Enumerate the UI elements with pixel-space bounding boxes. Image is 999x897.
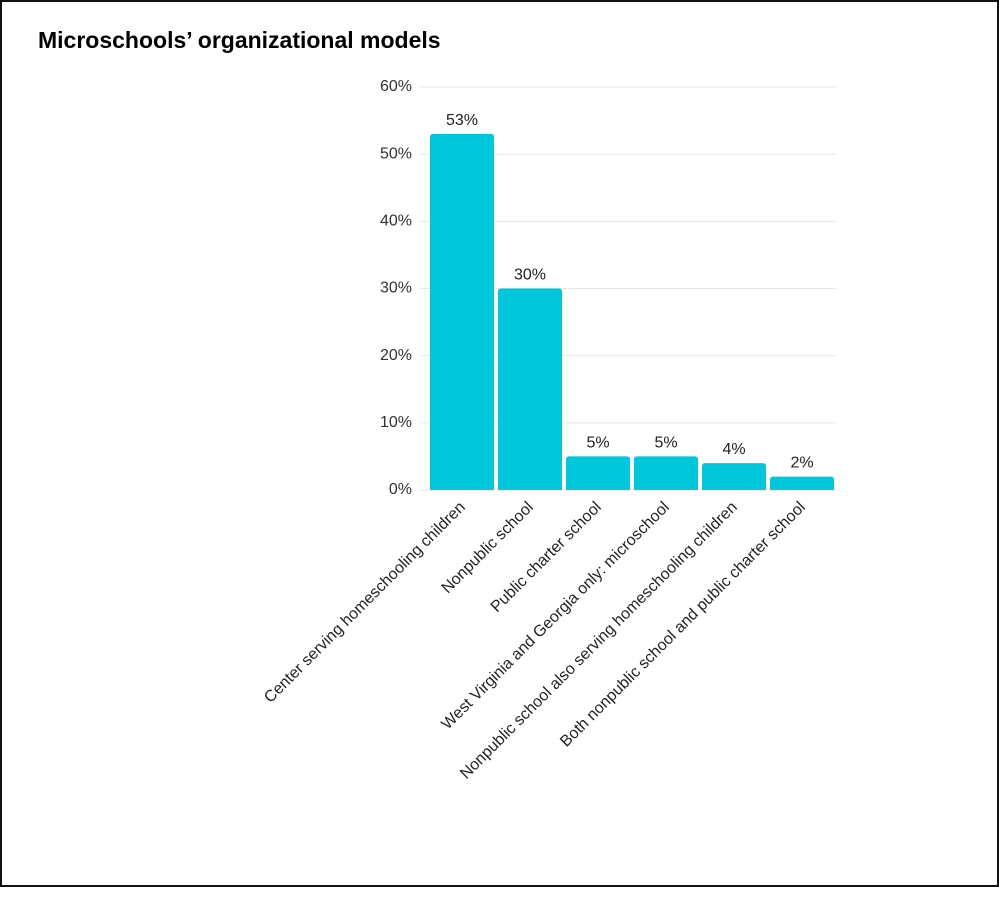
value-label: 30%	[514, 267, 546, 284]
y-tick-label: 40%	[380, 213, 412, 230]
bar	[498, 288, 562, 490]
bar	[702, 463, 766, 490]
value-label: 5%	[586, 434, 609, 451]
value-label: 4%	[722, 441, 745, 458]
y-tick-label: 0%	[389, 481, 412, 498]
y-tick-label: 20%	[380, 347, 412, 364]
value-label: 53%	[446, 112, 478, 129]
value-label: 5%	[654, 434, 677, 451]
chart-title: Microschools’ organizational models	[38, 27, 441, 53]
bar	[770, 476, 834, 490]
bar	[430, 134, 494, 490]
bar	[634, 456, 698, 490]
y-tick-label: 10%	[380, 414, 412, 431]
value-label: 2%	[790, 455, 813, 472]
y-tick-label: 60%	[380, 78, 412, 95]
y-tick-label: 50%	[380, 145, 412, 162]
bar	[566, 456, 630, 490]
y-tick-label: 30%	[380, 280, 412, 297]
